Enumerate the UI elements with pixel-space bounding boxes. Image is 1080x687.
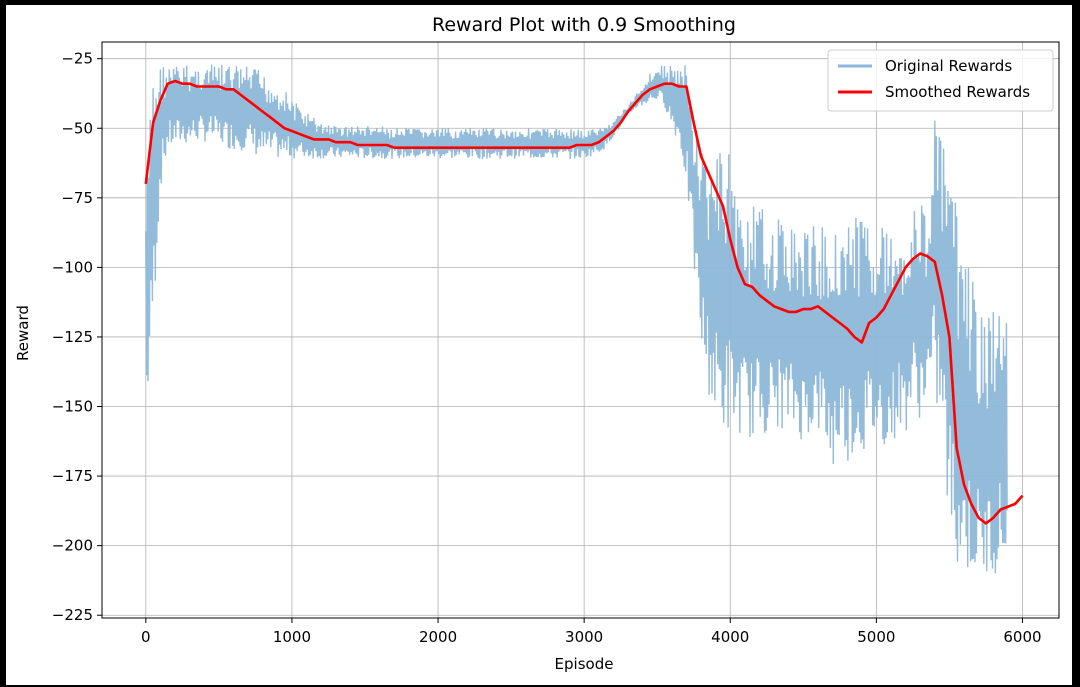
y-tick-label: −150 [52, 398, 93, 416]
series-layer [144, 64, 1024, 574]
axes-frame [101, 41, 1060, 619]
legend-label-smoothed: Smoothed Rewards [885, 83, 1030, 101]
series-smoothed-rewards [144, 79, 1024, 525]
legend-label-original: Original Rewards [885, 57, 1012, 75]
legend: Original Rewards Smoothed Rewards [827, 49, 1054, 112]
tick-layer: 0 1000 2000 3000 4000 5000 6000 −25 −50 −75 −100 −1… [52, 50, 1042, 646]
y-tick-label: −25 [61, 50, 93, 68]
y-tick-label: −200 [52, 537, 93, 555]
y-tick-label: −100 [52, 258, 93, 276]
x-tick-label: 0 [141, 628, 151, 646]
x-tick-label: 1000 [273, 628, 311, 646]
legend-box [827, 49, 1054, 112]
y-tick-label: −125 [52, 328, 93, 346]
x-tick-label: 4000 [711, 628, 749, 646]
y-tick-label: −175 [52, 467, 93, 485]
y-tick-label: −225 [52, 606, 93, 624]
x-tick-label: 5000 [857, 628, 895, 646]
y-axis-label: Reward [14, 305, 32, 361]
x-tick-label: 6000 [1003, 628, 1041, 646]
x-tick-label: 2000 [419, 628, 457, 646]
chart-title: Reward Plot with 0.9 Smoothing [432, 14, 736, 36]
series-original-rewards [145, 64, 1008, 574]
line-chart: Reward Plot with 0.9 Smoothing 0 1000 2000… [14, 14, 1060, 673]
y-tick-label: −50 [61, 119, 93, 137]
y-tick-label: −75 [61, 189, 93, 207]
x-axis-label: Episode [555, 655, 614, 673]
chart-panel: Reward Plot with 0.9 Smoothing 0 1000 2000… [6, 5, 1072, 685]
x-tick-label: 3000 [565, 628, 603, 646]
